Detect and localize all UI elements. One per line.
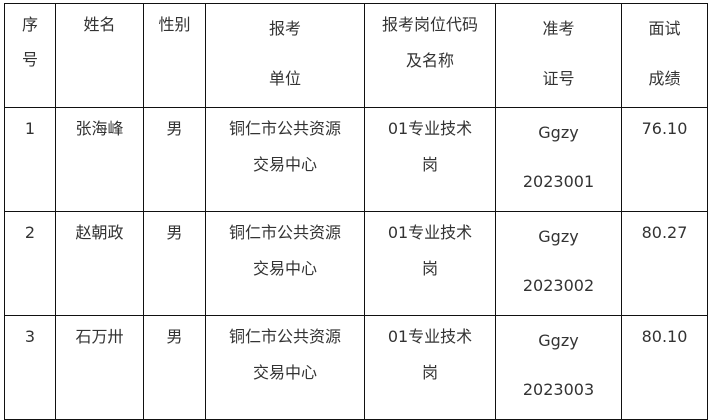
header-text: 准考 bbox=[542, 19, 575, 38]
exam-id-line: 2023001 bbox=[522, 172, 595, 191]
exam-id-line: 2023003 bbox=[522, 380, 595, 399]
header-text: 及名称 bbox=[405, 51, 454, 70]
exam-id-line: Ggzy bbox=[538, 227, 579, 246]
cell-exam-id: Ggzy 2023003 bbox=[495, 315, 622, 420]
cell-no: 3 bbox=[4, 315, 56, 420]
exam-id-line: 2023002 bbox=[522, 276, 595, 295]
header-exam-id: 准考 证号 bbox=[495, 3, 622, 108]
cell-name: 赵朝政 bbox=[55, 211, 144, 316]
results-table: 序号 姓名 性别 报考 单位 报考岗位代码 及名称 准考 证号 面试 成绩 1 张海峰 … bbox=[4, 3, 708, 420]
unit-line: 交易中心 bbox=[252, 155, 317, 174]
header-score: 面试 成绩 bbox=[621, 3, 708, 108]
header-no: 序号 bbox=[4, 3, 56, 108]
cell-name: 石万卅 bbox=[55, 315, 144, 420]
table-row: 1 张海峰 男 铜仁市公共资源 交易中心 01专业技术岗 Ggzy 2023001 … bbox=[4, 107, 708, 212]
cell-exam-id: Ggzy 2023001 bbox=[495, 107, 622, 212]
header-text: 报考 bbox=[268, 19, 301, 38]
header-text: 单位 bbox=[268, 69, 301, 88]
cell-unit: 铜仁市公共资源 交易中心 bbox=[205, 315, 365, 420]
cell-gender: 男 bbox=[143, 211, 206, 316]
header-row: 序号 姓名 性别 报考单位 报考岗位代码 及名称 准考证号 面试成绩 bbox=[4, 3, 708, 108]
post-line: 01专业技术 bbox=[387, 327, 473, 346]
cell-gender: 男 bbox=[143, 107, 206, 212]
cell-unit: 铜仁市公共资源 交易中心 bbox=[205, 107, 365, 212]
cell-no: 2 bbox=[4, 211, 56, 316]
table-row: 3 石万卅 男 铜仁市公共资源 交易中心 01专业技术岗 Ggzy 2023003 … bbox=[4, 315, 708, 420]
unit-line: 交易中心 bbox=[252, 259, 317, 278]
exam-id-line: Ggzy bbox=[538, 331, 579, 350]
cell-no: 1 bbox=[4, 107, 56, 212]
header-name: 姓名 bbox=[55, 3, 144, 108]
unit-line: 交易中心 bbox=[252, 363, 317, 382]
header-unit: 报考 单位 bbox=[205, 3, 365, 108]
exam-id-line: Ggzy bbox=[538, 123, 579, 142]
unit-line: 铜仁市公共资源 bbox=[228, 223, 341, 242]
cell-post: 01专业技术岗 bbox=[364, 315, 496, 420]
header-post: 报考岗位代码 及名称 bbox=[364, 3, 496, 108]
header-text: 序 bbox=[21, 15, 38, 34]
header-text: 姓名 bbox=[83, 15, 116, 34]
post-line: 01专业技术 bbox=[387, 223, 473, 242]
header-text: 号 bbox=[21, 50, 38, 69]
post-line: 01专业技术 bbox=[387, 119, 473, 138]
unit-line: 铜仁市公共资源 bbox=[228, 327, 341, 346]
post-line: 岗 bbox=[421, 155, 438, 174]
cell-gender: 男 bbox=[143, 315, 206, 420]
post-line: 岗 bbox=[421, 259, 438, 278]
cell-name: 张海峰 bbox=[55, 107, 144, 212]
header-text: 面试 bbox=[648, 19, 681, 38]
header-text: 成绩 bbox=[648, 69, 681, 88]
cell-score: 80.27 bbox=[621, 211, 708, 316]
header-text: 报考岗位代码 bbox=[381, 15, 478, 34]
cell-exam-id: Ggzy 2023002 bbox=[495, 211, 622, 316]
header-gender: 性别 bbox=[143, 3, 206, 108]
unit-line: 铜仁市公共资源 bbox=[228, 119, 341, 138]
cell-post: 01专业技术岗 bbox=[364, 107, 496, 212]
cell-score: 76.10 bbox=[621, 107, 708, 212]
post-line: 岗 bbox=[421, 363, 438, 382]
header-text: 证号 bbox=[542, 69, 575, 88]
cell-unit: 铜仁市公共资源 交易中心 bbox=[205, 211, 365, 316]
table-row: 2 赵朝政 男 铜仁市公共资源 交易中心 01专业技术岗 Ggzy 2023002 … bbox=[4, 211, 708, 316]
cell-score: 80.10 bbox=[621, 315, 708, 420]
header-text: 性别 bbox=[158, 15, 191, 34]
cell-post: 01专业技术岗 bbox=[364, 211, 496, 316]
